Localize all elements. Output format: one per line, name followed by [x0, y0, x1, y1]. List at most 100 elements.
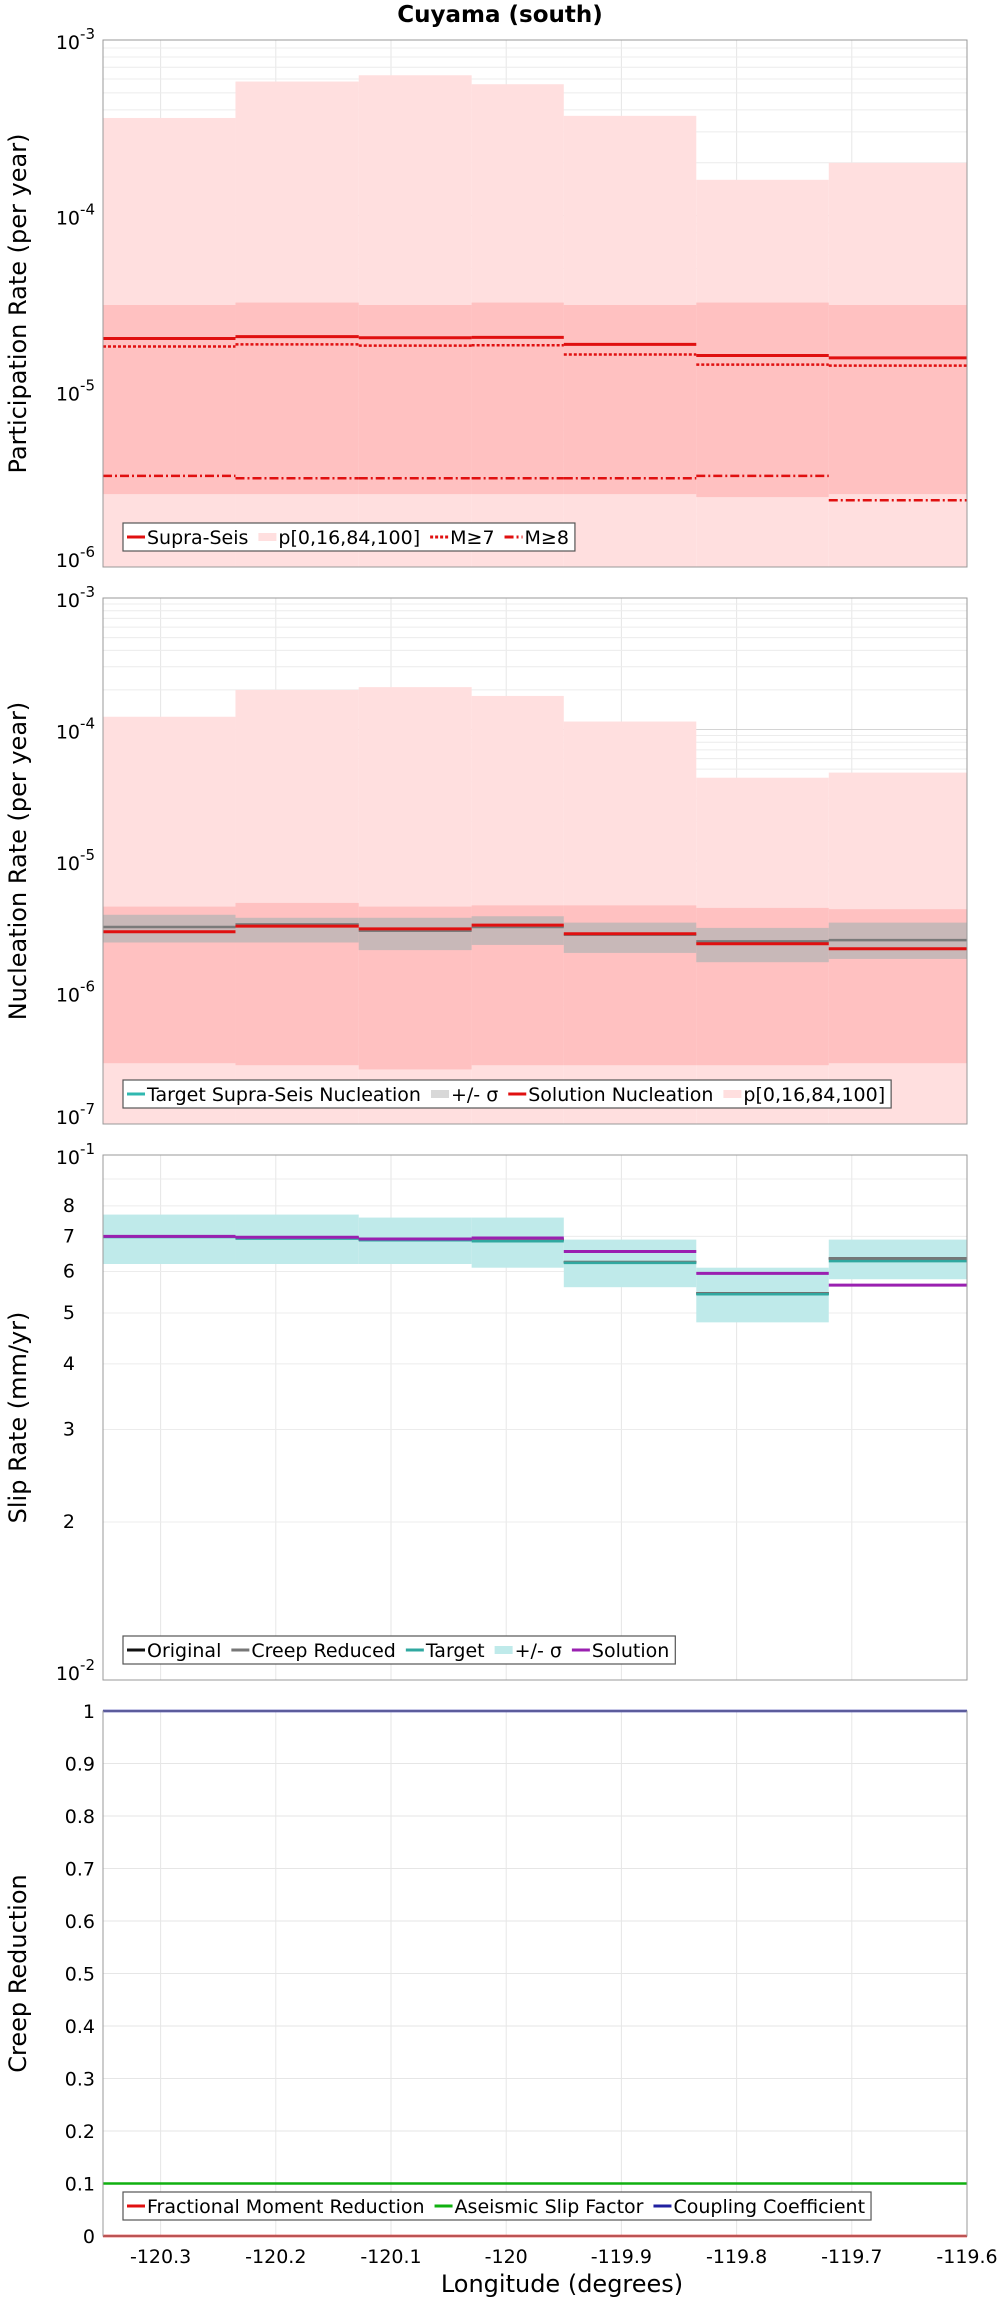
y-tick-label: 10-6 — [56, 978, 95, 1007]
legend-label: p[0,16,84,100] — [743, 1084, 885, 1106]
chart-title: Cuyama (south) — [397, 2, 603, 28]
y-tick-exponent: -5 — [80, 376, 95, 394]
x-tick-label: -119.6 — [936, 2246, 997, 2268]
y-tick-exponent: -3 — [80, 583, 95, 601]
y-axis-label: Participation Rate (per year) — [4, 134, 32, 474]
y-tick-label: 0.1 — [65, 2174, 95, 2196]
y-tick-label: 8 — [63, 1195, 75, 1217]
plot-frame — [102, 1710, 968, 2237]
y-tick-mantissa: 10 — [56, 550, 80, 572]
plot-frame — [102, 1154, 968, 1681]
band-segment — [696, 302, 829, 498]
series-solution — [103, 1234, 967, 1287]
y-tick-label: 2 — [63, 1511, 75, 1533]
y-tick-exponent: -1 — [80, 1140, 95, 1158]
legend-label: M≥8 — [525, 527, 569, 549]
band-segment — [563, 922, 697, 953]
y-tick-exponent: -2 — [80, 1656, 95, 1674]
y-tick-labels: 0 0.1 0.2 0.3 0.4 0.5 0.6 0.7 0.8 0.9 1 — [65, 1701, 95, 2248]
series-m-8 — [103, 474, 967, 502]
band-segment — [471, 1217, 564, 1268]
x-tick-labels: -120.3 -120.2 -120.1 -120 -119.9 -119.8 -119.7… — [130, 2246, 998, 2268]
x-tick-label: -120 — [485, 2246, 528, 2268]
series-m-7 — [103, 343, 967, 367]
y-tick-mantissa: 10 — [56, 853, 80, 875]
y-tick-label: 5 — [63, 1302, 75, 1324]
y-tick-label: 0.2 — [65, 2121, 95, 2143]
y-tick-labels: 10-610-510-410-3 — [56, 25, 95, 572]
y-tick-label: 10-4 — [56, 201, 95, 230]
y-tick-exponent: -6 — [80, 543, 95, 561]
legend-label: Fractional Moment Reduction — [147, 2196, 425, 2218]
y-tick-label: 10-3 — [56, 583, 95, 612]
y-tick-exponent: -7 — [80, 1100, 95, 1118]
band-segment — [235, 302, 359, 495]
y-tick-label: 10-4 — [56, 715, 95, 744]
legend: Target Supra-Seis Nucleation +/- σ Solutio… — [122, 1079, 892, 1109]
y-tick-mantissa: 10 — [56, 383, 80, 405]
legend: Original Creep Reduced Target +/- σ Solution — [122, 1635, 676, 1665]
legend: Supra-Seis p[0,16,84,100] M≥7 M≥8 — [122, 522, 576, 552]
band-segment — [103, 914, 236, 943]
band-segment — [563, 305, 697, 495]
y-tick-mantissa: 10 — [56, 1147, 80, 1169]
legend-box — [122, 2191, 872, 2221]
x-axis-label: Longitude (degrees) — [441, 2270, 683, 2298]
series-target-supra-seis-nucleation — [103, 923, 967, 943]
y-tick-label: 10-2 — [56, 1656, 95, 1685]
legend-label: M≥7 — [450, 527, 494, 549]
band-1 — [103, 302, 967, 498]
y-tick-label: 3 — [63, 1419, 75, 1441]
legend-label: p[0,16,84,100] — [278, 527, 420, 549]
band-segment — [103, 305, 236, 495]
x-tick-label: -119.9 — [591, 2246, 652, 2268]
y-tick-exponent: -6 — [80, 978, 95, 996]
y-tick-label: 10-5 — [56, 846, 95, 875]
y-tick-mantissa: 10 — [56, 1663, 80, 1685]
legend-label: +/- σ — [451, 1084, 498, 1106]
y-tick-mantissa: 10 — [56, 1107, 80, 1129]
band-segment — [103, 1214, 236, 1264]
y-tick-label: 10-5 — [56, 376, 95, 405]
y-tick-label: 10-7 — [56, 1100, 95, 1129]
y-tick-label: 4 — [63, 1353, 75, 1375]
x-tick-label: -119.7 — [821, 2246, 882, 2268]
y-tick-mantissa: 10 — [56, 590, 80, 612]
legend-label: Aseismic Slip Factor — [455, 2196, 644, 2218]
legend-box — [122, 1079, 892, 1109]
legend-label: Original — [147, 1640, 221, 1662]
y-tick-label: 6 — [63, 1260, 75, 1282]
legend-label: Coupling Coefficient — [673, 2196, 865, 2218]
y-tick-mantissa: 10 — [56, 722, 80, 744]
legend-box — [122, 522, 576, 552]
y-tick-exponent: -5 — [80, 846, 95, 864]
y-tick-exponent: -3 — [80, 25, 95, 43]
band-segment — [235, 917, 359, 943]
legend-label: +/- σ — [515, 1640, 562, 1662]
y-tick-mantissa: 10 — [56, 985, 80, 1007]
plot-frame — [102, 39, 968, 568]
y-tick-label: 0.6 — [65, 1911, 95, 1933]
y-tick-label: 10-6 — [56, 543, 95, 572]
band-segment — [471, 302, 564, 495]
x-tick-label: -119.8 — [706, 2246, 767, 2268]
band-segment — [471, 916, 564, 945]
legend-label: Target — [425, 1640, 485, 1662]
plot-frame — [102, 597, 968, 1125]
y-tick-label: 0.3 — [65, 2069, 95, 2091]
x-tick-label: -120.2 — [245, 2246, 306, 2268]
y-tick-label: 0 — [83, 2226, 95, 2248]
panel-creep: 0 0.1 0.2 0.3 0.4 0.5 0.6 0.7 0.8 0.9 1 Creep Reduc… — [4, 1701, 968, 2248]
band-segment — [358, 917, 472, 951]
legend-label: Supra-Seis — [147, 527, 248, 549]
legend-label: Solution Nucleation — [528, 1084, 713, 1106]
y-tick-exponent: -4 — [80, 715, 95, 733]
band-segment — [358, 305, 472, 495]
band-segment — [828, 305, 967, 495]
